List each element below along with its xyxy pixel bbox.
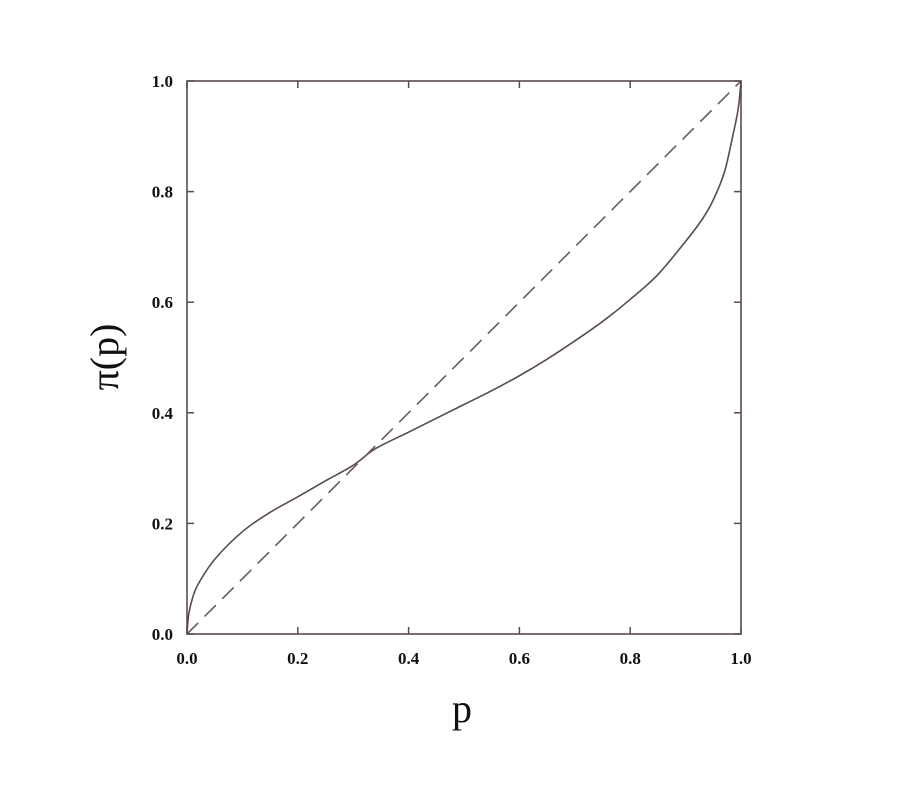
x-axis-label: p <box>452 686 472 731</box>
y-tick-label: 0.6 <box>152 293 173 312</box>
y-tick-label: 0.2 <box>152 514 173 533</box>
y-tick-label: 1.0 <box>152 72 173 91</box>
series-group <box>186 80 742 635</box>
y-axis-label: π(p) <box>82 324 127 391</box>
weighting-curve <box>186 80 742 635</box>
y-tick-label: 0.8 <box>152 183 173 202</box>
y-tick-label: 0.0 <box>152 625 173 644</box>
x-tick-label: 1.0 <box>730 649 751 668</box>
diagonal-reference-line <box>186 80 742 635</box>
plot-frame <box>186 80 742 635</box>
x-tick-label: 0.6 <box>509 649 530 668</box>
x-tick-label: 0.4 <box>398 649 420 668</box>
x-tick-label: 0.0 <box>176 649 197 668</box>
x-tick-label: 0.8 <box>620 649 641 668</box>
x-tick-label: 0.2 <box>287 649 308 668</box>
y-tick-label: 0.4 <box>152 404 174 423</box>
